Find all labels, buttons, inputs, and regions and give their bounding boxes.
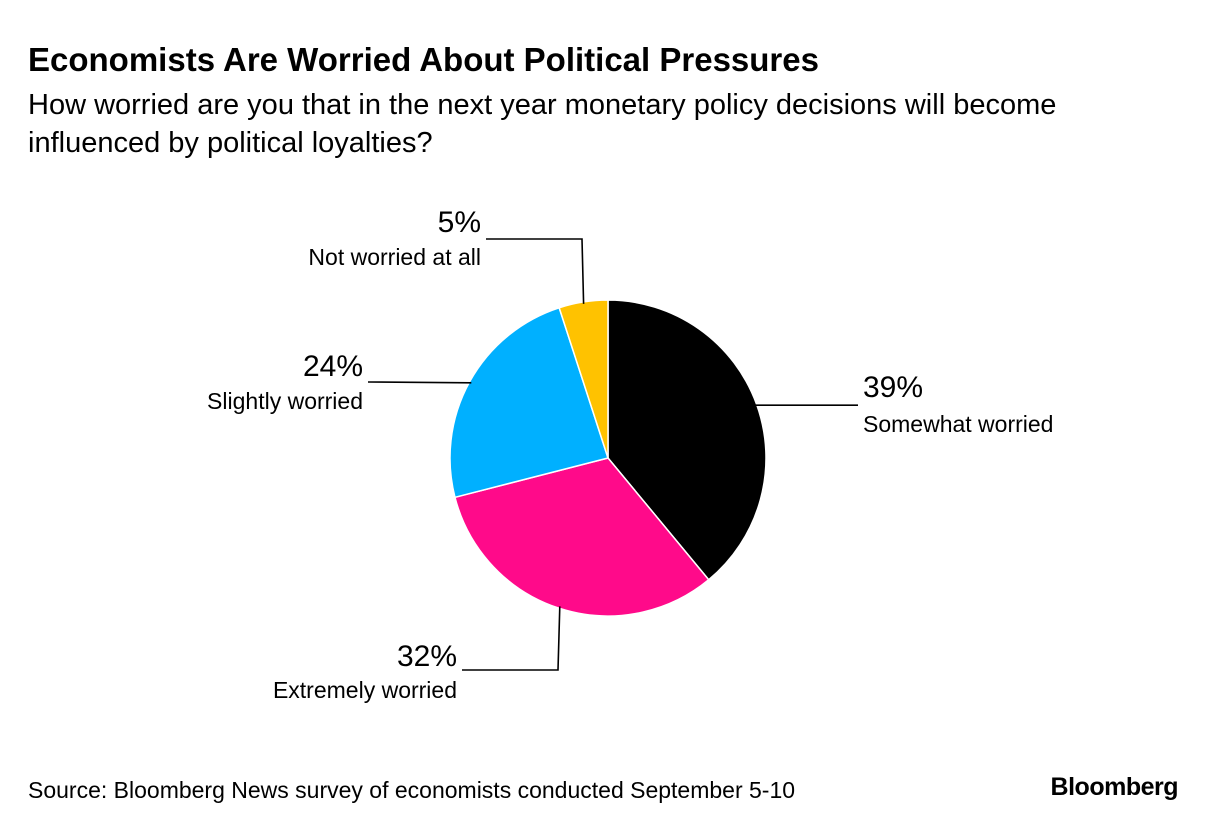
pie-chart: 39% Somewhat worried 32% Extremely worried 2…: [207, 206, 1053, 703]
leader-line-extremely-worried: [462, 606, 561, 671]
data-label-value-not-worried-at-all: 5%: [438, 206, 481, 239]
pie-slice-slightly-worried: [449, 306, 609, 499]
pie-slices: [449, 299, 767, 617]
data-label-category-extremely-worried: Extremely worried: [273, 677, 457, 703]
leader-line-slightly-worried: [367, 381, 472, 384]
leader-line-not-worried-at-all: [486, 238, 585, 304]
data-label-category-somewhat-worried: Somewhat worried: [863, 411, 1053, 437]
data-label-category-slightly-worried: Slightly worried: [207, 388, 363, 414]
source-note: Source: Bloomberg News survey of economi…: [28, 777, 796, 803]
data-label-value-somewhat-worried: 39%: [863, 371, 923, 404]
chart-subtitle: How worried are you that in the next yea…: [28, 89, 1057, 159]
slice-labels: 39% Somewhat worried 32% Extremely worried 2…: [207, 206, 1053, 703]
data-label-category-not-worried-at-all: Not worried at all: [308, 244, 481, 270]
data-label-value-extremely-worried: 32%: [397, 640, 457, 673]
chart-title: Economists Are Worried About Political P…: [28, 41, 819, 78]
data-label-value-slightly-worried: 24%: [303, 350, 363, 383]
bloomberg-logo: Bloomberg: [1050, 773, 1179, 801]
leader-lines: [367, 238, 858, 671]
